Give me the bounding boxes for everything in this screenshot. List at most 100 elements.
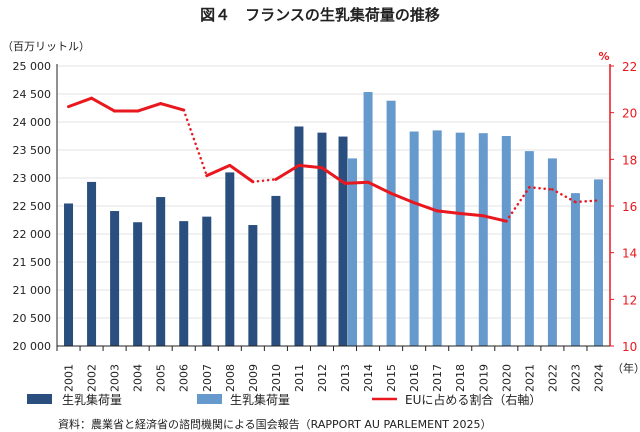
bar-light-2023 <box>570 193 580 346</box>
x-tick-label: 2022 <box>546 364 559 392</box>
share-line-segment <box>528 186 554 191</box>
x-tick-label: 2004 <box>132 364 145 392</box>
x-tick-label: 2006 <box>178 364 191 392</box>
bar-dark-2006 <box>179 221 189 346</box>
legend-label-dark: 生乳集荷量 <box>62 392 122 407</box>
legend-label-light: 生乳集荷量 <box>230 392 290 407</box>
y-tick-label: 23 500 <box>13 144 52 157</box>
x-tick-label: 2023 <box>569 364 582 392</box>
bar-dark-2009 <box>248 225 258 346</box>
bar-light-2014 <box>363 92 373 346</box>
bar-dark-2002 <box>87 181 97 346</box>
x-tick-label: 2011 <box>293 364 306 392</box>
share-line-segment <box>274 163 301 181</box>
bar-light-2020 <box>501 136 511 346</box>
share-line-segment <box>412 201 439 213</box>
x-tick-label: 2014 <box>362 364 375 392</box>
y2-tick-label: 16 <box>622 200 637 214</box>
y-tick-label: 21 500 <box>13 256 52 269</box>
share-line-segment <box>458 211 485 218</box>
share-line-segment <box>481 214 508 223</box>
legend-label-line: EUに占める割合（右軸） <box>405 392 541 407</box>
bar-light-2024 <box>593 179 603 346</box>
share-line-segment <box>67 96 94 109</box>
bar-light-2013 <box>348 158 358 346</box>
bar-light-2017 <box>432 130 442 346</box>
share-line-segment <box>251 178 278 183</box>
y-tick-label: 25 000 <box>13 60 52 73</box>
x-tick-label: 2009 <box>247 364 260 392</box>
x-tick-label: 2016 <box>408 364 421 392</box>
bar-light-2018 <box>455 132 465 346</box>
x-tick-label: 2024 <box>592 364 605 392</box>
x-tick-label: 2013 <box>339 364 352 392</box>
share-line-segment <box>505 186 531 223</box>
x-tick-label: 2005 <box>155 364 168 392</box>
share-line-segment <box>366 180 393 195</box>
bar-light-2015 <box>386 100 396 346</box>
share-line-segment <box>159 102 186 112</box>
share-line-segment <box>228 163 255 184</box>
share-line-segment <box>574 199 600 204</box>
x-tick-label: 2001 <box>63 364 76 392</box>
y-tick-label: 23 000 <box>13 172 52 185</box>
x-tick-label: 2012 <box>316 364 329 392</box>
y2-axis-label: % <box>598 50 609 63</box>
bar-dark-2004 <box>133 222 143 346</box>
share-line-segment <box>205 163 232 178</box>
bar-dark-2013 <box>338 136 348 346</box>
share-line-segment <box>389 191 416 205</box>
y2-tick-label: 10 <box>622 340 637 354</box>
y-tick-label: 22 500 <box>13 200 52 213</box>
y2-tick-label: 12 <box>622 293 637 307</box>
share-line-segment <box>297 163 324 170</box>
share-line-segment <box>435 209 462 215</box>
bar-dark-2012 <box>317 132 327 346</box>
legend-swatch-light <box>197 394 222 404</box>
x-tick-label: 2008 <box>224 364 237 392</box>
legend: 生乳集荷量 生乳集荷量 EUに占める割合（右軸） <box>27 392 541 407</box>
y-tick-label: 20 000 <box>13 340 52 353</box>
chart-title: 図４ フランスの生乳集荷量の推移 <box>200 6 440 24</box>
x-tick-label: 2015 <box>385 364 398 392</box>
x-tick-label: 2018 <box>454 364 467 392</box>
x-tick-label: 2002 <box>86 364 99 392</box>
bar-dark-2011 <box>294 126 304 346</box>
share-line-segment <box>136 102 163 113</box>
bar-dark-2003 <box>110 211 120 346</box>
y-tick-label: 21 000 <box>13 284 52 297</box>
bar-light-2019 <box>478 133 488 346</box>
x-tick-label: 2020 <box>500 364 513 392</box>
x-tick-label: 2021 <box>523 364 536 392</box>
share-line-segment <box>343 180 370 185</box>
x-tick-label: 2003 <box>109 364 122 392</box>
y2-tick-label: 14 <box>622 247 637 261</box>
y-tick-label: 24 500 <box>13 88 52 101</box>
x-tick-label: 2019 <box>477 364 490 392</box>
share-line-segment <box>90 96 117 113</box>
bar-dark-2001 <box>64 203 74 346</box>
bar-light-2016 <box>409 131 419 346</box>
y2-tick-label: 20 <box>622 107 637 121</box>
bar-dark-2008 <box>225 172 235 346</box>
bar-dark-2007 <box>202 216 212 346</box>
bar-light-2022 <box>547 158 557 346</box>
y-tick-label: 20 500 <box>13 312 52 325</box>
legend-swatch-dark <box>27 394 52 404</box>
y-tick-label: 24 000 <box>13 116 52 129</box>
bar-light-2021 <box>524 151 534 346</box>
y2-tick-label: 18 <box>622 153 637 167</box>
x-axis-label: （年） <box>612 361 640 375</box>
share-line-segment <box>182 108 209 177</box>
bar-dark-2005 <box>156 197 166 346</box>
y2-tick-label: 22 <box>622 60 637 74</box>
x-tick-label: 2007 <box>201 364 214 392</box>
share-line-segment <box>551 188 577 204</box>
bar-dark-2010 <box>271 195 281 346</box>
y-axis-label: （百万リットル） <box>2 40 90 53</box>
x-tick-label: 2017 <box>431 364 444 392</box>
y-tick-label: 22 000 <box>13 228 52 241</box>
share-line-segment <box>320 166 347 185</box>
source-note: 資料：農業省と経済省の諮問機関による国会報告（RAPPORT AU PARLEM… <box>58 417 492 431</box>
